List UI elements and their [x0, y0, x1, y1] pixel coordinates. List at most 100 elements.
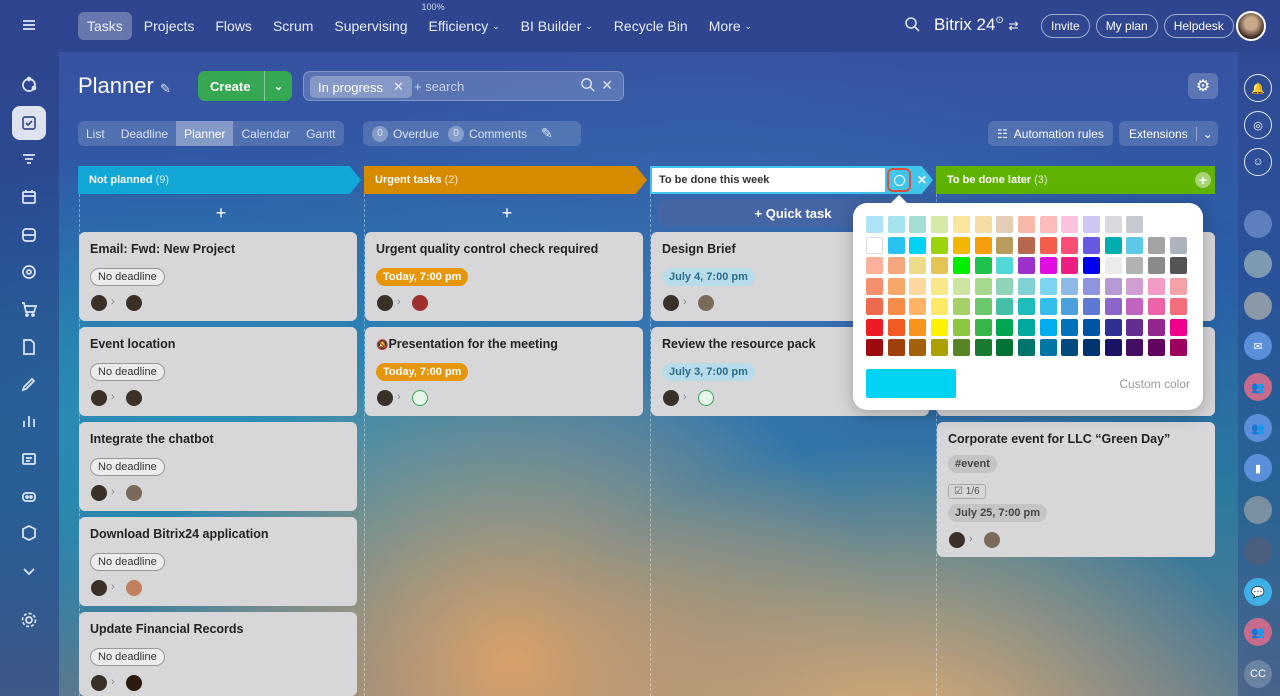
deadline-badge[interactable]: No deadline	[90, 458, 165, 476]
color-swatch[interactable]	[1061, 318, 1079, 336]
view-calendar[interactable]: Calendar	[241, 126, 291, 141]
search-icon[interactable]	[904, 16, 920, 37]
helpdesk-button[interactable]: Helpdesk	[1163, 14, 1234, 38]
task-title[interactable]: Integrate the chatbot	[90, 432, 214, 446]
custom-color-link[interactable]: Custom color	[1119, 377, 1190, 391]
avatar[interactable]	[126, 675, 142, 691]
color-swatch[interactable]	[1083, 298, 1100, 315]
filter-search-bar[interactable]: In progress ✕ + search ✕	[303, 71, 624, 101]
pin-icon[interactable]: ✎	[159, 81, 171, 96]
color-swatch[interactable]	[1169, 236, 1187, 254]
color-swatch[interactable]	[1126, 277, 1144, 295]
color-swatch[interactable]	[952, 277, 970, 295]
comments-counter[interactable]: Comments	[469, 126, 528, 141]
chat-icon[interactable]: ☺	[1244, 148, 1272, 176]
color-swatch[interactable]	[1104, 277, 1122, 295]
color-swatch[interactable]	[974, 339, 992, 356]
chat-bubble-icon[interactable]: 💬	[1244, 578, 1272, 606]
deadline-badge[interactable]: July 25, 7:00 pm	[948, 504, 1047, 522]
task-card[interactable]: 🔕Presentation for the meeting Today, 7:0…	[365, 327, 643, 416]
avatar[interactable]	[1244, 537, 1272, 565]
color-swatch[interactable]	[887, 339, 905, 356]
color-swatch[interactable]	[1169, 318, 1187, 336]
close-icon[interactable]: ✕	[917, 173, 928, 187]
color-swatch[interactable]	[909, 277, 927, 295]
color-swatch[interactable]	[1169, 257, 1187, 274]
color-swatch[interactable]	[931, 236, 949, 254]
color-swatch[interactable]	[909, 318, 927, 336]
color-swatch[interactable]	[931, 216, 949, 233]
avatar[interactable]	[91, 675, 107, 691]
invite-button[interactable]: Invite	[1041, 14, 1090, 38]
color-swatch[interactable]	[1169, 298, 1187, 315]
view-deadline[interactable]: Deadline	[120, 126, 169, 141]
color-swatch[interactable]	[909, 236, 927, 254]
color-swatch[interactable]	[1039, 298, 1057, 315]
tab-bi-builder[interactable]: BI Builder ⌄	[520, 18, 593, 34]
avatar[interactable]	[663, 390, 679, 406]
color-swatch[interactable]	[1061, 257, 1079, 274]
shop-icon[interactable]	[12, 292, 46, 326]
avatar[interactable]	[1244, 210, 1272, 238]
color-swatch[interactable]	[974, 277, 992, 295]
color-swatch[interactable]	[974, 236, 992, 254]
tab-efficiency[interactable]: 100% Efficiency ⌄	[421, 2, 500, 34]
crm-icon[interactable]	[12, 143, 46, 177]
color-swatch[interactable]	[1039, 257, 1057, 274]
automation-rules-button[interactable]: ☷ Automation rules	[988, 121, 1113, 146]
color-swatch[interactable]	[1039, 318, 1057, 336]
close-icon[interactable]: ✕	[393, 79, 404, 94]
settings-gear-icon[interactable]: ⚙	[1188, 73, 1218, 99]
task-card[interactable]: Email: Fwd: New Project No deadline ›	[79, 232, 357, 321]
color-swatch[interactable]	[952, 318, 970, 336]
color-swatch[interactable]	[931, 339, 949, 356]
color-swatch[interactable]	[952, 257, 970, 274]
chevron-down-icon[interactable]	[12, 554, 46, 588]
color-swatch[interactable]	[866, 236, 883, 254]
avatar[interactable]	[1244, 292, 1272, 320]
color-swatch[interactable]	[1126, 236, 1144, 254]
deadline-badge[interactable]: No deadline	[90, 268, 165, 286]
column-header-later[interactable]: To be done later (3) +	[936, 166, 1215, 194]
color-swatch[interactable]	[1126, 216, 1144, 233]
color-swatch[interactable]	[1083, 236, 1100, 254]
feed-icon[interactable]	[12, 68, 46, 102]
deadline-badge[interactable]: Today, 7:00 pm	[376, 268, 469, 286]
avatar[interactable]	[663, 295, 679, 311]
avatar[interactable]	[126, 580, 142, 596]
column-header-urgent-tasks[interactable]: Urgent tasks (2)	[364, 166, 647, 194]
color-swatch[interactable]	[931, 277, 949, 295]
column-title-input[interactable]: To be done this week	[652, 168, 885, 192]
color-swatch[interactable]	[887, 236, 905, 254]
task-title[interactable]: 🔕Presentation for the meeting	[376, 337, 558, 351]
task-card[interactable]: Integrate the chatbot No deadline ›	[79, 422, 357, 511]
color-swatch[interactable]	[952, 236, 970, 254]
color-swatch[interactable]	[1083, 277, 1100, 295]
menu-icon[interactable]	[12, 8, 46, 42]
avatar[interactable]	[412, 295, 428, 311]
color-swatch[interactable]	[887, 216, 905, 233]
deadline-badge[interactable]: No deadline	[90, 648, 165, 666]
tag-badge[interactable]: #event	[948, 455, 997, 473]
task-title[interactable]: Design Brief	[662, 242, 736, 256]
task-title[interactable]: Update Financial Records	[90, 622, 244, 636]
color-swatch[interactable]	[1039, 236, 1057, 254]
color-swatch[interactable]	[1104, 339, 1122, 356]
user-avatar[interactable]	[1236, 11, 1266, 41]
create-button[interactable]: Create ⌄	[198, 71, 292, 101]
color-swatch[interactable]	[1039, 277, 1057, 295]
color-swatch[interactable]	[974, 257, 992, 274]
task-title[interactable]: Event location	[90, 337, 176, 351]
column-header-this-week[interactable]: To be done this week ✕	[650, 166, 933, 194]
color-swatch[interactable]	[866, 257, 883, 274]
color-swatch[interactable]	[1126, 298, 1144, 315]
color-swatch[interactable]	[1061, 236, 1079, 254]
color-swatch[interactable]	[887, 257, 905, 274]
view-list[interactable]: List	[86, 126, 105, 141]
color-swatch[interactable]	[1104, 318, 1122, 336]
tab-flows[interactable]: Flows	[215, 18, 252, 34]
color-swatch[interactable]	[974, 318, 992, 336]
color-swatch[interactable]	[996, 318, 1014, 336]
avatar[interactable]: CC	[1244, 660, 1272, 688]
search-icon[interactable]	[580, 77, 595, 97]
